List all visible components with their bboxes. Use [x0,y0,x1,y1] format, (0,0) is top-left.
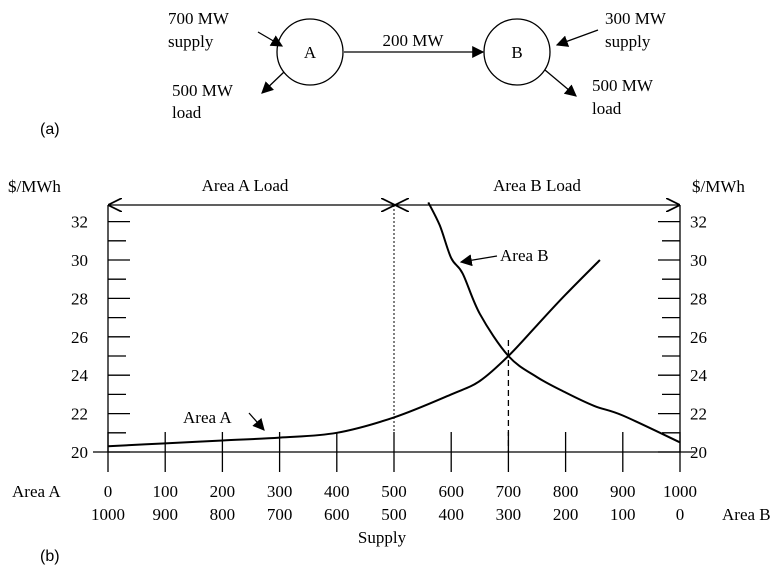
x-tick-label-area-a: 100 [152,482,178,501]
y-tick-label-left: 28 [71,289,88,308]
area-a-load-label: Area A Load [202,176,289,195]
node-a-load-line1: 500 MW [172,81,234,100]
curve-a-label: Area A [183,408,232,427]
y-ticks: 20 20 22 22 24 24 26 26 28 28 30 30 32 32 [71,213,708,462]
x-tick-label-area-a: 400 [324,482,350,501]
node-b-supply-line1: 300 MW [605,9,667,28]
area-a-supply-curve [107,259,601,448]
x-tick-label-area-a: 600 [438,482,464,501]
node-b-load-line2: load [592,99,622,118]
x-tick-label-area-b: 600 [324,505,350,524]
x-tick-label-area-b: 500 [381,505,407,524]
x-tick-label-area-a: 200 [210,482,236,501]
x-tick-label-area-a: 800 [553,482,579,501]
node-b-supply-line2: supply [605,32,651,51]
curve-b-label-arrow [459,254,498,267]
y-tick-label-right: 20 [690,443,707,462]
left-unit-label: $/MWh [8,177,61,196]
x-tick-label-area-a: 300 [267,482,293,501]
node-b-label: B [511,43,522,62]
y-tick-label-right: 32 [690,213,707,232]
x-tick-label-area-a: 0 [104,482,113,501]
price-chart: $/MWh $/MWh Area A Load Area B Load 20 20… [8,176,771,547]
y-tick-label-left: 26 [71,328,88,347]
y-tick-label-left: 24 [71,366,89,385]
x-tick-label-area-b: 0 [676,505,685,524]
x-tick-label-area-b: 800 [210,505,236,524]
curve-b-label: Area B [500,246,549,265]
node-a-supply-line1: 700 MW [168,9,230,28]
x-ticks: 0100010090020080030070040060050050060040… [91,432,697,524]
node-a-circle [276,18,344,86]
x-tick-label-area-b: 400 [438,505,464,524]
y-tick-label-right: 24 [690,366,708,385]
node-b-load-arrow [544,69,577,97]
area-b-supply-curve [427,201,681,444]
x-tick-label-area-a: 900 [610,482,636,501]
y-tick-label-left: 22 [71,405,88,424]
node-a-supply-line2: supply [168,32,214,51]
node-b-supply-arrow [555,29,599,47]
node-a-supply-arrow [257,31,284,47]
node-b-load-line1: 500 MW [592,76,654,95]
node-a-load-arrow [261,71,285,94]
area-a-axis-label: Area A [12,482,61,501]
network-diagram: A B 200 MW 700 MW supply 500 MW load 300… [168,9,667,122]
y-tick-label-right: 26 [690,328,707,347]
area-b-axis-label: Area B [722,505,771,524]
x-tick-label-area-b: 900 [152,505,178,524]
x-tick-label-area-a: 500 [381,482,407,501]
x-tick-label-area-a: 1000 [663,482,697,501]
x-tick-label-area-b: 300 [496,505,522,524]
y-tick-label-left: 32 [71,213,88,232]
panel-label-a: (a) [40,121,60,138]
node-a-load-line2: load [172,103,202,122]
x-tick-label-area-a: 700 [496,482,522,501]
right-unit-label: $/MWh [692,177,745,196]
x-tick-label-area-b: 1000 [91,505,125,524]
y-tick-label-right: 28 [690,289,707,308]
flow-label: 200 MW [383,31,445,50]
x-tick-label-area-b: 700 [267,505,293,524]
x-tick-label-area-b: 200 [553,505,579,524]
area-b-load-label: Area B Load [493,176,581,195]
supply-axis-label: Supply [358,528,407,547]
y-tick-label-left: 30 [71,251,88,270]
node-a-label: A [304,43,317,62]
curve-a-label-arrow [248,412,265,431]
panel-label-b: (b) [40,548,60,565]
y-tick-label-right: 22 [690,405,707,424]
y-tick-label-left: 20 [71,443,88,462]
y-tick-label-right: 30 [690,251,707,270]
x-tick-label-area-b: 100 [610,505,636,524]
